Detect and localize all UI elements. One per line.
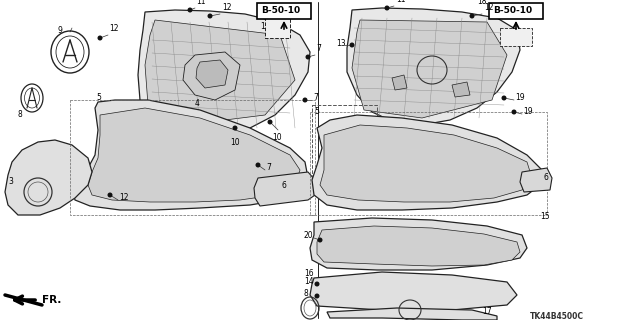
- Polygon shape: [320, 125, 532, 202]
- Text: B-50-10: B-50-10: [261, 6, 300, 15]
- Ellipse shape: [207, 13, 212, 19]
- Polygon shape: [265, 18, 290, 38]
- Polygon shape: [317, 226, 520, 266]
- Text: TK44B4500C: TK44B4500C: [530, 312, 584, 320]
- Text: 15: 15: [540, 212, 550, 221]
- Ellipse shape: [502, 95, 506, 100]
- Text: 10: 10: [272, 133, 282, 142]
- Text: 7: 7: [313, 93, 318, 102]
- Ellipse shape: [349, 43, 355, 47]
- Ellipse shape: [314, 293, 319, 299]
- Polygon shape: [88, 108, 300, 202]
- Ellipse shape: [385, 5, 390, 11]
- Text: 7: 7: [266, 164, 271, 172]
- Ellipse shape: [470, 13, 474, 19]
- Text: 6: 6: [544, 172, 549, 181]
- Polygon shape: [452, 82, 470, 97]
- Polygon shape: [347, 8, 520, 125]
- Polygon shape: [5, 140, 92, 215]
- Text: 1: 1: [260, 22, 265, 31]
- Ellipse shape: [317, 237, 323, 243]
- Text: 14: 14: [304, 277, 314, 286]
- Polygon shape: [327, 130, 348, 150]
- Polygon shape: [520, 168, 552, 192]
- Text: 12: 12: [484, 3, 493, 12]
- Text: 4: 4: [195, 99, 200, 108]
- FancyBboxPatch shape: [257, 3, 311, 19]
- Text: 8: 8: [304, 290, 308, 299]
- Polygon shape: [145, 20, 295, 125]
- Polygon shape: [310, 272, 517, 310]
- Text: 10: 10: [230, 138, 239, 147]
- Text: 3: 3: [8, 178, 13, 187]
- Ellipse shape: [255, 163, 260, 167]
- Polygon shape: [254, 172, 315, 206]
- Text: B-50-10: B-50-10: [493, 6, 532, 15]
- FancyBboxPatch shape: [489, 3, 543, 19]
- Polygon shape: [392, 75, 407, 90]
- Text: 6: 6: [282, 180, 287, 189]
- Polygon shape: [312, 115, 542, 210]
- Text: 19: 19: [515, 93, 525, 102]
- Text: 12: 12: [109, 24, 118, 33]
- Polygon shape: [500, 28, 532, 46]
- Text: 7: 7: [316, 44, 321, 53]
- Polygon shape: [352, 20, 507, 118]
- Text: 11: 11: [396, 0, 406, 4]
- Ellipse shape: [232, 125, 237, 131]
- Text: 5: 5: [314, 107, 319, 116]
- Text: 11: 11: [196, 0, 205, 6]
- Text: 16: 16: [304, 269, 314, 278]
- Polygon shape: [327, 308, 497, 320]
- Polygon shape: [196, 60, 228, 88]
- Ellipse shape: [314, 282, 319, 286]
- Polygon shape: [310, 218, 527, 270]
- Text: 13: 13: [336, 38, 346, 47]
- Ellipse shape: [97, 36, 102, 41]
- Text: FR.: FR.: [42, 295, 61, 305]
- Ellipse shape: [268, 119, 273, 124]
- Polygon shape: [183, 52, 240, 100]
- Text: 19: 19: [523, 108, 532, 116]
- Text: 18: 18: [477, 0, 486, 6]
- Text: 17: 17: [482, 308, 492, 316]
- Polygon shape: [102, 105, 122, 121]
- Ellipse shape: [108, 193, 113, 197]
- Ellipse shape: [305, 54, 310, 60]
- Text: 20: 20: [304, 231, 314, 241]
- Ellipse shape: [303, 98, 307, 102]
- Polygon shape: [138, 10, 310, 136]
- Polygon shape: [72, 100, 308, 210]
- Ellipse shape: [188, 7, 193, 12]
- Text: 8: 8: [17, 110, 22, 119]
- Text: 12: 12: [119, 194, 129, 203]
- Ellipse shape: [511, 109, 516, 115]
- Text: 12: 12: [222, 3, 232, 12]
- Text: 5: 5: [96, 93, 101, 102]
- Text: 9: 9: [57, 26, 62, 35]
